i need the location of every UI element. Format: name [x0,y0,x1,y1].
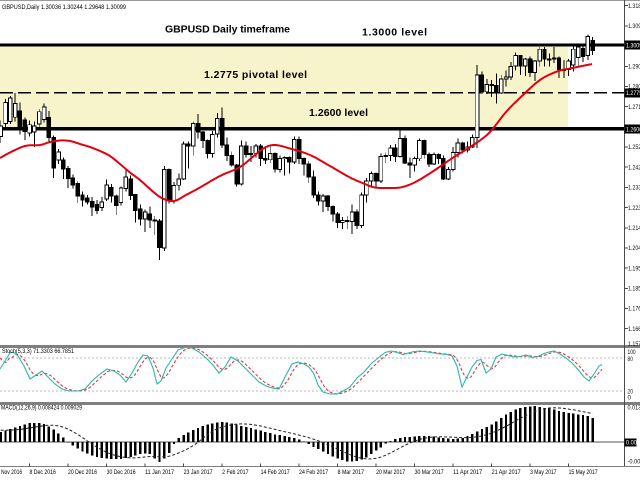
svg-text:1.3009: 1.3009 [626,42,640,49]
svg-text:20: 20 [628,389,634,396]
svg-text:1.2520: 1.2520 [628,144,640,151]
svg-text:1.2775: 1.2775 [626,90,640,97]
svg-text:1.3185: 1.3185 [628,3,640,10]
svg-text:21 Apr 2017: 21 Apr 2017 [492,469,521,476]
svg-text:MACD(12,26,9) 0.008424 0.00902: MACD(12,26,9) 0.008424 0.009029 [1,405,82,412]
svg-text:3 May 2017: 3 May 2017 [530,469,557,476]
svg-text:1.1665: 1.1665 [628,326,640,333]
svg-text:1.2600 level: 1.2600 level [309,107,368,119]
svg-text:8 Mar 2017: 8 Mar 2017 [338,469,365,476]
svg-text:1.3090: 1.3090 [628,23,640,30]
svg-text:15 May 2017: 15 May 2017 [569,469,598,476]
svg-text:1.2805: 1.2805 [628,84,640,91]
svg-text:GBPUSD,Daily 1.30036 1.30244: GBPUSD,Daily 1.30036 1.30244 1.29648 1.3… [2,4,126,11]
svg-text:1.2775 pivotal level: 1.2775 pivotal level [204,69,307,81]
svg-text:80: 80 [628,356,634,363]
svg-text:1.2045: 1.2045 [628,245,640,252]
svg-text:24 Feb 2017: 24 Feb 2017 [299,469,328,476]
svg-text:-0.009: -0.009 [628,459,640,466]
svg-text:100: 100 [628,349,637,356]
svg-text:1.1570: 1.1570 [628,341,640,348]
svg-text:1.3000 level: 1.3000 level [362,27,427,39]
svg-text:23 Jan 2017: 23 Jan 2017 [184,469,213,476]
svg-text:30 Dec 2016: 30 Dec 2016 [107,469,136,476]
svg-text:14 Feb 2017: 14 Feb 2017 [261,469,290,476]
svg-text:1.1855: 1.1855 [628,286,640,293]
svg-text:1.2900: 1.2900 [628,64,640,71]
svg-text:1.2710: 1.2710 [628,104,640,111]
svg-text:Nov 2016: Nov 2016 [1,469,22,476]
svg-text:11 Jan 2017: 11 Jan 2017 [145,469,174,476]
svg-text:1.2425: 1.2425 [628,164,640,171]
svg-text:0.00: 0.00 [626,440,637,447]
svg-text:8 Dec 2016: 8 Dec 2016 [30,469,57,476]
svg-text:0.013: 0.013 [628,405,640,412]
svg-text:1.1950: 1.1950 [628,265,640,272]
svg-text:1.2235: 1.2235 [628,205,640,212]
svg-text:2 Feb 2017: 2 Feb 2017 [222,469,249,476]
svg-text:20 Dec 2016: 20 Dec 2016 [68,469,97,476]
svg-text:1.1760: 1.1760 [628,306,640,313]
svg-text:11 Apr 2017: 11 Apr 2017 [453,469,482,476]
svg-text:30 Mar 2017: 30 Mar 2017 [415,469,444,476]
svg-text:1.2600: 1.2600 [626,126,640,133]
svg-text:20 Mar 2017: 20 Mar 2017 [376,469,405,476]
svg-text:GBPUSD Daily timeframe: GBPUSD Daily timeframe [165,24,290,36]
svg-text:Stoch(5,3,3) 71.3303 66.7851: Stoch(5,3,3) 71.3303 66.7851 [2,348,74,355]
svg-text:1.2330: 1.2330 [628,185,640,192]
svg-text:1.2140: 1.2140 [628,225,640,232]
svg-text:0: 0 [628,395,632,402]
